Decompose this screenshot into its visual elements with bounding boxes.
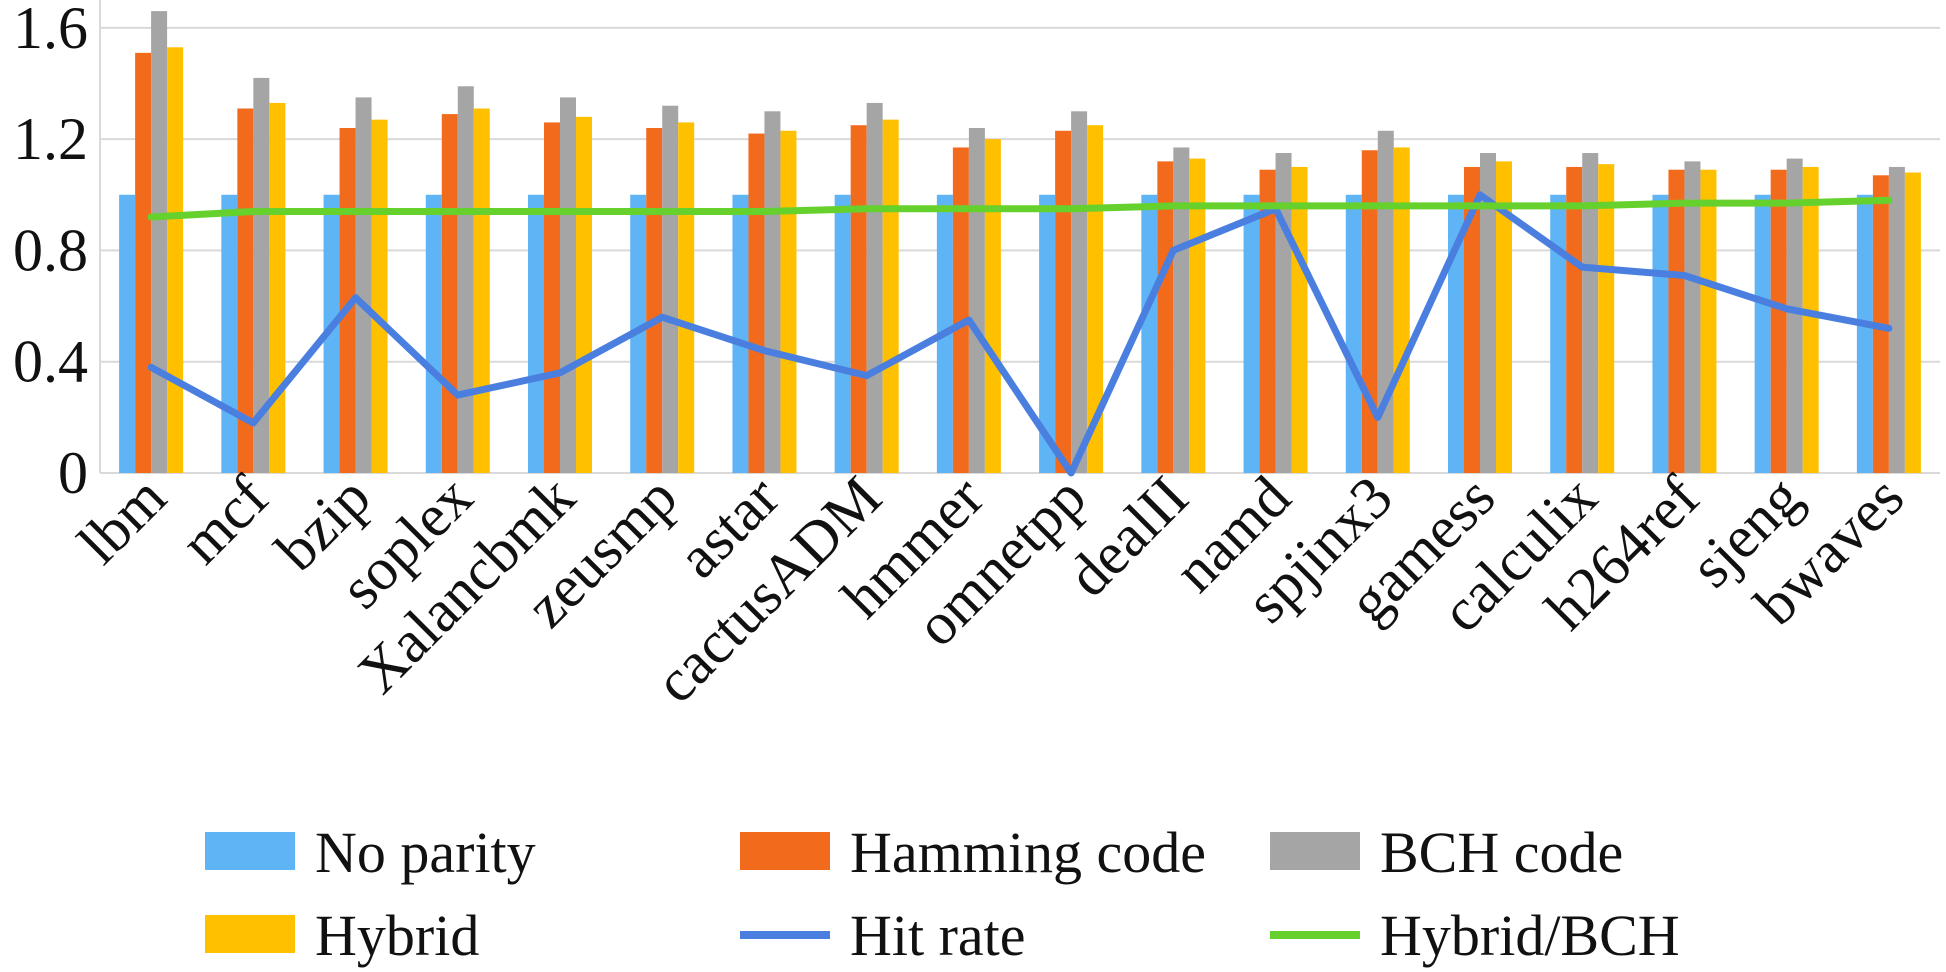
bar-bch-code-h264ref [1684,161,1701,473]
bar-bch-code-cactusadm [866,102,883,474]
y-tick-label: 0.4 [13,329,88,395]
bar-no-parity-bzip [323,194,340,473]
bar-bch-code-calculix [1582,153,1599,473]
bar-hamming-code-lbm [135,52,152,473]
bar-bch-code-omnetpp [1071,111,1088,473]
bar-hamming-code-mcf [237,108,254,473]
legend-swatch-bch-code [1270,832,1360,870]
legend-label-no-parity: No parity [315,820,536,885]
bar-hybrid-gamess [1496,161,1512,473]
y-axis-ticks: 0 0.4 0.8 1.2 1.6 [13,0,88,506]
bar-hybrid-hmmer [984,139,1001,473]
line-series [147,191,1893,477]
y-tick-label: 1.6 [13,0,88,61]
bar-hybrid-spjinx3 [1393,147,1410,473]
legend-label-hybrid-bch: Hybrid/BCH [1380,903,1680,968]
bar-bch-code-xalancbmk [560,97,576,473]
legend-swatch-hamming-code [740,832,830,870]
bar-hybrid-bzip [371,119,388,473]
legend-label-hybrid: Hybrid [315,903,479,968]
bar-bch-code-astar [764,111,781,473]
line-hybrid-bch [147,196,1893,221]
bar-no-parity-cactusadm [834,194,851,473]
bar-hybrid-soplex [473,108,490,473]
bar-bch-code-namd [1275,153,1292,473]
bar-bch-code-gamess [1480,153,1496,473]
bar-hybrid-xalancbmk [576,116,592,473]
bar-no-parity-calculix [1550,194,1567,473]
bar-hybrid-calculix [1598,164,1615,474]
bar-no-parity-sjeng [1754,194,1771,473]
bar-hamming-code-cactusadm [850,125,867,474]
bar-hamming-code-astar [748,133,765,473]
bar-hamming-code-dealii [1157,161,1174,473]
bar-bch-code-spjinx3 [1377,130,1394,474]
bar-hamming-code-spjinx3 [1361,150,1378,473]
y-tick-label: 0.8 [13,217,88,283]
bar-bch-code-hmmer [968,127,985,474]
bar-hamming-code-h264ref [1668,169,1685,474]
x-category-label: mcf [168,464,281,577]
bar-no-parity-soplex [425,194,442,473]
bar-hamming-code-namd [1259,169,1276,474]
bar-hamming-code-sjeng [1770,169,1787,474]
bar-hybrid-omnetpp [1087,125,1104,474]
bar-hamming-code-gamess [1464,166,1480,474]
bar-bch-code-bzip [355,97,372,473]
bar-no-parity-xalancbmk [528,194,544,473]
bar-no-parity-bwaves [1856,194,1873,473]
bar-hybrid-cactusadm [882,119,899,473]
line-hit-rate [147,191,1893,477]
bar-hybrid-h264ref [1700,169,1717,474]
bar-hamming-code-hmmer [952,147,969,473]
bar-hamming-code-xalancbmk [544,122,560,474]
bar-no-parity-lbm [119,194,136,473]
bar-hybrid-lbm [167,47,184,474]
bar-bch-code-soplex [457,86,474,474]
bar-no-parity-omnetpp [1039,194,1056,473]
bar-hybrid-astar [780,130,797,474]
bar-bch-code-lbm [151,11,168,473]
legend-swatch-no-parity [205,832,295,870]
bar-no-parity-astar [732,194,749,473]
bar-hamming-code-soplex [441,114,458,473]
x-axis-category-labels: lbmmcfbzipsoplexXalancbmkzeusmpastarcact… [66,464,1916,716]
bar-bch-code-zeusmp [662,105,679,474]
bar-no-parity-gamess [1448,194,1464,473]
bar-no-parity-namd [1243,194,1260,473]
bar-bch-code-mcf [253,77,270,473]
legend-label-hamming-code: Hamming code [850,820,1206,885]
bar-hybrid-bwaves [1904,172,1921,473]
bar-hamming-code-omnetpp [1055,130,1072,474]
bar-no-parity-h264ref [1652,194,1669,473]
bar-no-parity-dealii [1141,194,1158,473]
bar-no-parity-spjinx3 [1345,194,1362,473]
bar-hamming-code-zeusmp [646,127,663,474]
bar-hybrid-namd [1291,166,1308,474]
bar-bch-code-dealii [1173,147,1190,473]
x-category-label: dealII [1055,464,1201,610]
bar-hybrid-mcf [269,102,286,474]
bar-hybrid-zeusmp [678,122,695,474]
y-tick-label: 1.2 [13,106,88,172]
bar-hybrid-sjeng [1802,166,1819,474]
legend-swatch-hybrid [205,915,295,953]
legend-label-bch-code: BCH code [1380,820,1623,885]
bar-no-parity-mcf [221,194,238,473]
bar-hamming-code-calculix [1566,166,1583,474]
y-tick-label: 0 [58,440,88,506]
legend-label-hit-rate: Hit rate [850,903,1026,968]
bar-series [119,11,1921,474]
bar-bch-code-bwaves [1888,166,1905,474]
gridlines [99,0,1940,474]
bar-bch-code-sjeng [1786,158,1803,473]
legend: No parity Hamming code BCH code Hybrid Hit r… [205,820,1680,968]
